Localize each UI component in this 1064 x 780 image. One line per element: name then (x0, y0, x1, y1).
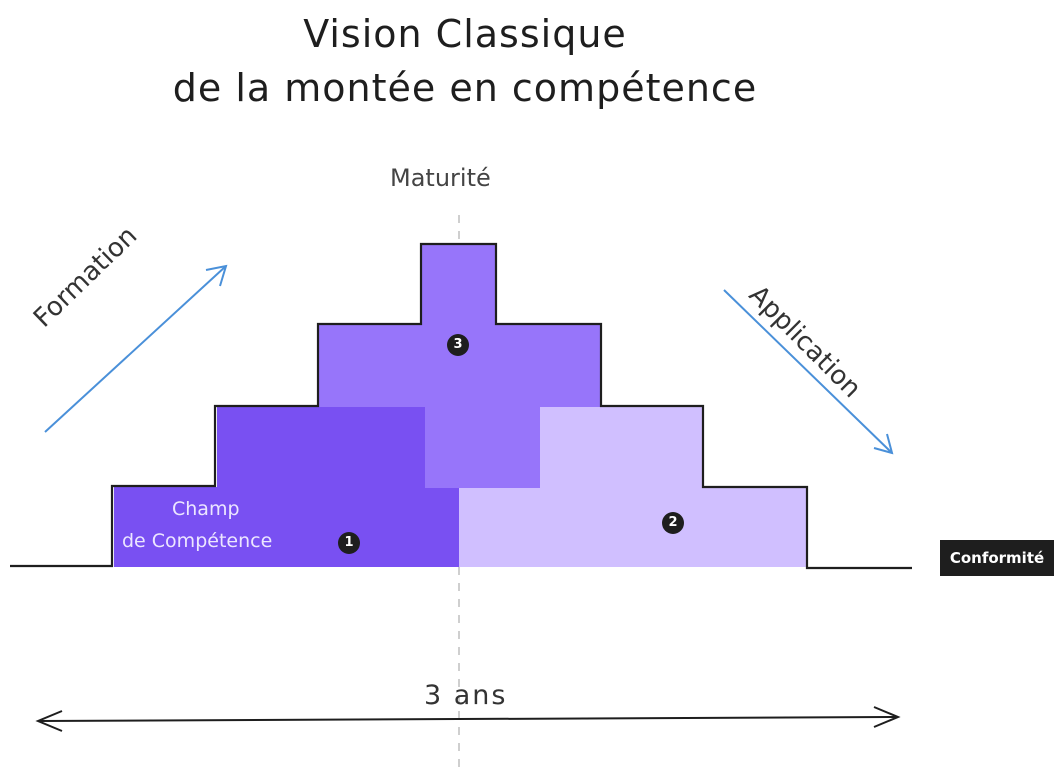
zone-1-champ-de-competence (114, 407, 459, 567)
application-arrow (723, 289, 893, 454)
diagram-title-line-1: Vision Classique (303, 12, 627, 56)
duration-arrowhead-right (873, 706, 901, 728)
conformity-badge: Conformité (940, 540, 1054, 576)
marker-1: 1 (338, 532, 360, 554)
formation-arrow (44, 265, 227, 433)
maturity-axis-label: Maturité (390, 164, 491, 192)
marker-3: 3 (447, 334, 469, 356)
application-arrowhead (873, 433, 894, 455)
formation-arrowhead (205, 264, 228, 287)
diagram-title-line-2: de la montée en compétence (172, 66, 758, 110)
zone-2-application (459, 407, 806, 567)
duration-label: 3 ans (424, 680, 508, 711)
staircase-outline (10, 242, 912, 570)
zone-3-maturite (319, 244, 600, 488)
duration-arrowhead-left (35, 710, 63, 732)
field-label-line-2: de Compétence (122, 530, 273, 552)
marker-2: 2 (662, 512, 684, 534)
duration-arrow (37, 716, 899, 722)
field-label-line-1: Champ (172, 498, 240, 520)
